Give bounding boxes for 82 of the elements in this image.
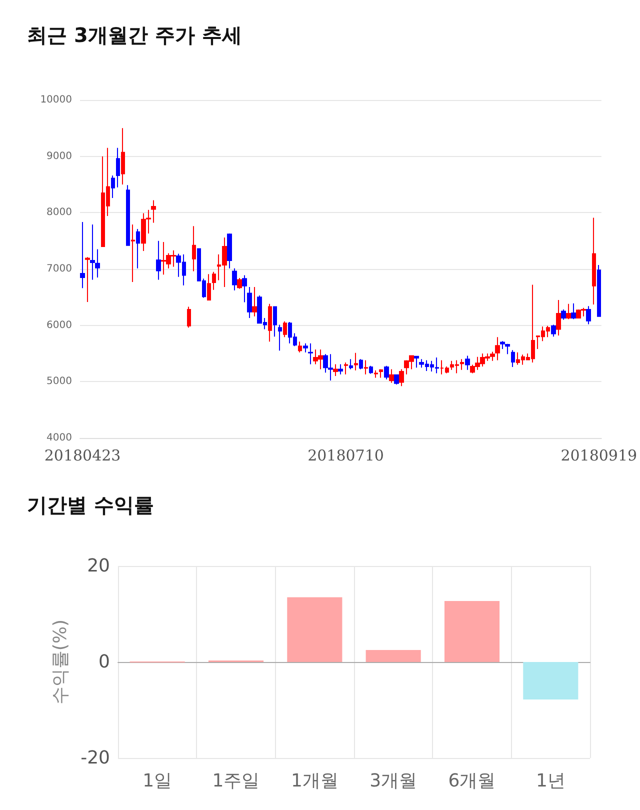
candlestick: [374, 370, 378, 378]
candlestick: [338, 364, 343, 375]
candlestick: [237, 278, 242, 290]
candlestick: [116, 147, 120, 188]
candlestick: [283, 320, 287, 338]
candlestick: [495, 336, 500, 361]
y-tick-label: 0: [98, 652, 110, 672]
x-tick-label: 1일: [142, 770, 172, 792]
bar: [287, 597, 342, 662]
candlestick: [592, 217, 596, 305]
candlestick: [369, 365, 373, 374]
candlestick: [252, 286, 257, 317]
candlestick: [232, 268, 237, 291]
x-tick-label: 1주일: [212, 770, 260, 792]
chart-title: 최근 3개월간 주가 추세: [27, 23, 242, 47]
candlestick: [111, 174, 115, 199]
y-axis-title: 수익률(%): [50, 619, 72, 705]
candlestick: [597, 264, 601, 317]
candlestick: [414, 356, 419, 368]
candlestick: [359, 358, 363, 370]
candlestick: [465, 355, 470, 370]
candlestick: [399, 368, 404, 387]
candlestick: [207, 274, 211, 300]
candlestick: [460, 358, 464, 370]
candlestick: [273, 306, 277, 338]
candlestick: [354, 352, 358, 371]
y-tick-label: 5000: [46, 376, 72, 388]
bar: [366, 650, 421, 662]
y-tick-label: 9000: [46, 150, 72, 162]
candlestick: [298, 341, 302, 353]
candlestick: [192, 226, 196, 272]
candlestick: [333, 364, 338, 377]
candlestick: [561, 309, 566, 320]
y-tick-label: 7000: [46, 264, 72, 274]
candlestick: [268, 303, 272, 342]
y-tick-label: 20: [87, 556, 110, 576]
candlestick: [151, 200, 156, 224]
x-tick-label: 6개월: [448, 770, 496, 792]
candlestick: [126, 184, 130, 246]
candlestick: [247, 286, 252, 319]
y-tick-label: 4000: [46, 432, 72, 444]
x-tick-label: 3개월: [370, 770, 418, 792]
candlestick: [364, 360, 368, 375]
candlestick: [131, 224, 135, 282]
x-tick-label: 20180423: [44, 446, 121, 464]
candlestick: [571, 302, 576, 320]
candlestick: [349, 358, 353, 370]
bar: [523, 662, 578, 700]
candlestick: [187, 306, 191, 328]
candlestick: [156, 240, 161, 280]
candlestick: [121, 128, 125, 185]
chart-title: 기간별 수익률: [27, 493, 154, 517]
candlestick: [242, 274, 247, 303]
y-tick-label: 6000: [46, 320, 72, 331]
candlestick: [511, 350, 515, 368]
x-tick-label: 1개월: [290, 770, 338, 792]
candlestick: [278, 324, 282, 352]
candlestick: [136, 228, 140, 269]
candlestick: [551, 324, 556, 338]
bar: [444, 601, 500, 662]
candlestick: [566, 303, 571, 320]
candlestick: [379, 368, 383, 378]
candlestick: [308, 342, 313, 365]
candlestick: [389, 368, 394, 384]
y-tick-label: 8000: [46, 207, 72, 218]
candlestick: [556, 299, 561, 336]
candlestick: [344, 362, 348, 375]
candlestick: [586, 306, 591, 325]
candlestick: [85, 256, 90, 302]
candlestick: [394, 374, 399, 385]
x-tick-label: 1년: [536, 770, 566, 792]
candlestick: [212, 271, 216, 290]
candlestick: [227, 233, 232, 269]
y-tick-label: -20: [80, 748, 110, 768]
candlestick: [90, 224, 95, 280]
x-tick-label: 20180710: [308, 446, 384, 464]
candlestick: [384, 365, 389, 380]
candlestick: [80, 221, 85, 289]
candlestick: [95, 248, 100, 278]
candlestick: [303, 342, 308, 353]
y-tick-label: 10000: [40, 94, 72, 106]
x-tick-label: 20180919: [560, 446, 638, 464]
